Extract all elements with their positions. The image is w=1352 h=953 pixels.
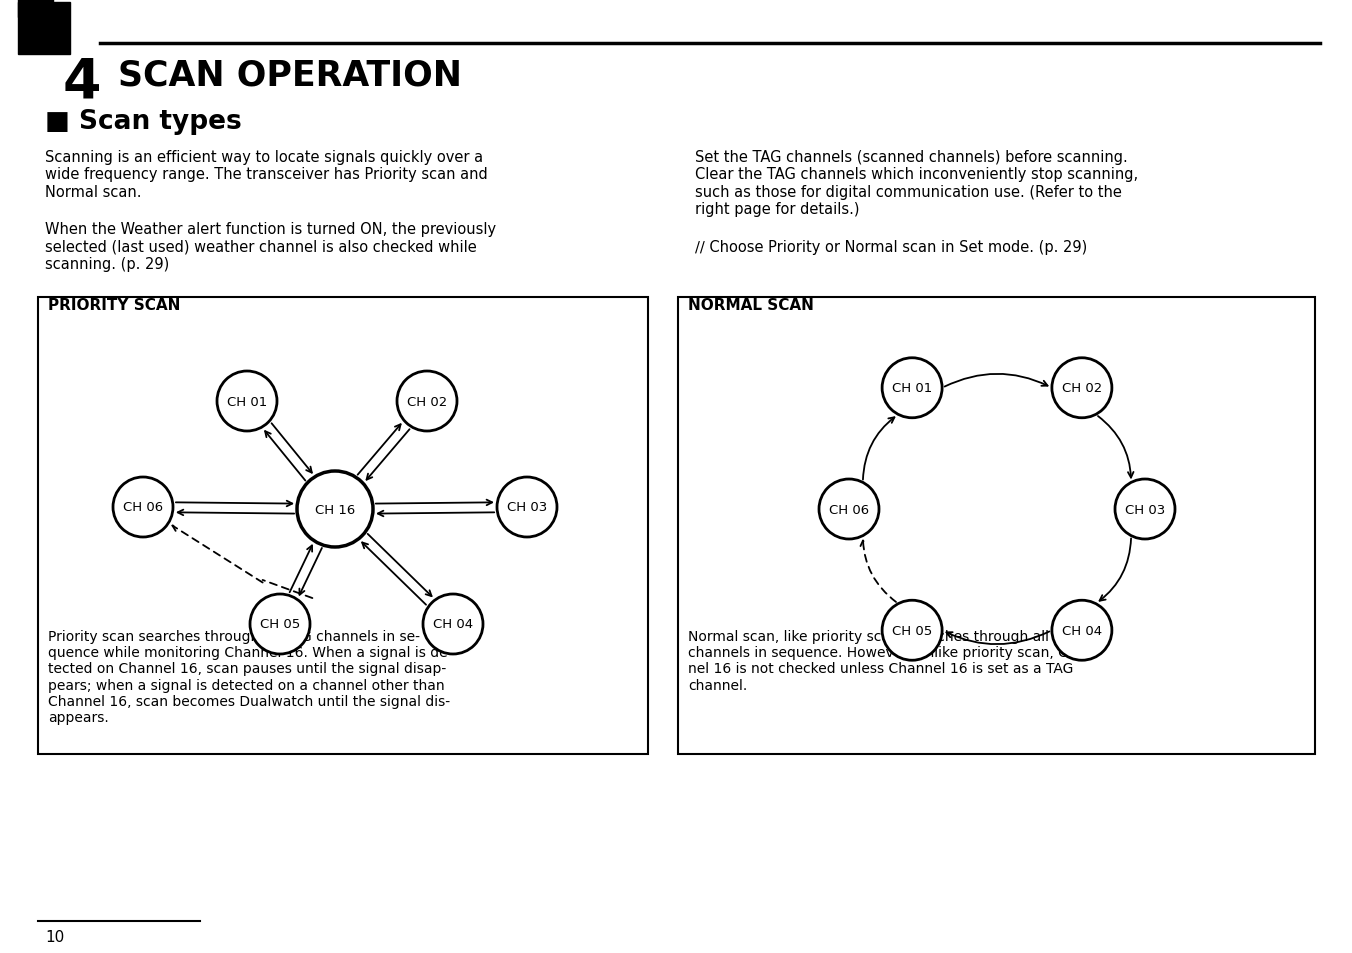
Circle shape bbox=[423, 595, 483, 655]
Text: Scanning is an efficient way to locate signals quickly over a
wide frequency ran: Scanning is an efficient way to locate s… bbox=[45, 150, 488, 199]
FancyArrowPatch shape bbox=[358, 425, 400, 476]
Circle shape bbox=[218, 372, 277, 432]
Text: CH 04: CH 04 bbox=[1061, 624, 1102, 637]
Text: CH 02: CH 02 bbox=[407, 395, 448, 408]
Text: SCAN OPERATION: SCAN OPERATION bbox=[118, 59, 462, 92]
Circle shape bbox=[1052, 358, 1111, 418]
Circle shape bbox=[297, 472, 373, 547]
Text: CH 16: CH 16 bbox=[315, 503, 356, 516]
Text: Normal scan, like priority scan, searches through all TAG
channels in sequence. : Normal scan, like priority scan, searche… bbox=[688, 629, 1099, 692]
Text: CH 02: CH 02 bbox=[1061, 382, 1102, 395]
Text: Priority scan searches through all TAG channels in se-
quence while monitoring C: Priority scan searches through all TAG c… bbox=[49, 629, 453, 724]
Circle shape bbox=[250, 595, 310, 655]
Text: CH 06: CH 06 bbox=[829, 503, 869, 516]
Text: Set the TAG channels (scanned channels) before scanning.
Clear the TAG channels : Set the TAG channels (scanned channels) … bbox=[695, 150, 1138, 217]
FancyArrowPatch shape bbox=[265, 432, 306, 481]
Circle shape bbox=[882, 600, 942, 660]
Text: CH 01: CH 01 bbox=[227, 395, 268, 408]
FancyArrowPatch shape bbox=[362, 543, 426, 605]
FancyArrowPatch shape bbox=[262, 580, 312, 598]
Text: CH 05: CH 05 bbox=[260, 618, 300, 631]
Circle shape bbox=[882, 358, 942, 418]
Text: 4: 4 bbox=[62, 55, 101, 109]
FancyArrowPatch shape bbox=[377, 511, 495, 517]
Circle shape bbox=[498, 477, 557, 537]
Text: CH 01: CH 01 bbox=[892, 382, 933, 395]
Text: CH 03: CH 03 bbox=[507, 501, 548, 514]
Circle shape bbox=[819, 479, 879, 539]
FancyArrowPatch shape bbox=[173, 526, 262, 583]
FancyArrowPatch shape bbox=[945, 375, 1048, 387]
FancyArrowPatch shape bbox=[176, 501, 292, 507]
FancyArrowPatch shape bbox=[376, 500, 492, 506]
Bar bbox=[677, 297, 1315, 754]
Bar bbox=[18, 3, 70, 55]
FancyArrowPatch shape bbox=[1099, 538, 1132, 601]
Circle shape bbox=[1052, 600, 1111, 660]
FancyArrowPatch shape bbox=[177, 510, 295, 516]
Circle shape bbox=[1115, 479, 1175, 539]
FancyArrowPatch shape bbox=[289, 546, 312, 593]
Circle shape bbox=[114, 477, 173, 537]
FancyArrowPatch shape bbox=[946, 632, 1049, 644]
Text: ■ Scan types: ■ Scan types bbox=[45, 109, 242, 135]
Text: CH 03: CH 03 bbox=[1125, 503, 1165, 516]
FancyArrowPatch shape bbox=[1098, 416, 1133, 478]
Text: CH 04: CH 04 bbox=[433, 618, 473, 631]
Text: PRIORITY SCAN: PRIORITY SCAN bbox=[49, 297, 180, 313]
Text: CH 06: CH 06 bbox=[123, 501, 164, 514]
Text: CH 05: CH 05 bbox=[892, 624, 933, 637]
Circle shape bbox=[397, 372, 457, 432]
Text: 10: 10 bbox=[45, 929, 65, 944]
Text: When the Weather alert function is turned ON, the previously
selected (last used: When the Weather alert function is turne… bbox=[45, 222, 496, 272]
Text: ∕∕ Choose Priority or Normal scan in Set mode. (p. 29): ∕∕ Choose Priority or Normal scan in Set… bbox=[695, 240, 1087, 254]
FancyArrowPatch shape bbox=[272, 424, 312, 474]
FancyArrowPatch shape bbox=[860, 541, 896, 602]
Text: NORMAL SCAN: NORMAL SCAN bbox=[688, 297, 814, 313]
FancyArrowPatch shape bbox=[366, 430, 410, 480]
Bar bbox=[38, 297, 648, 754]
FancyArrowPatch shape bbox=[299, 548, 322, 595]
FancyArrowPatch shape bbox=[368, 535, 431, 597]
FancyArrowPatch shape bbox=[863, 417, 895, 480]
Bar bbox=[18, 0, 53, 18]
